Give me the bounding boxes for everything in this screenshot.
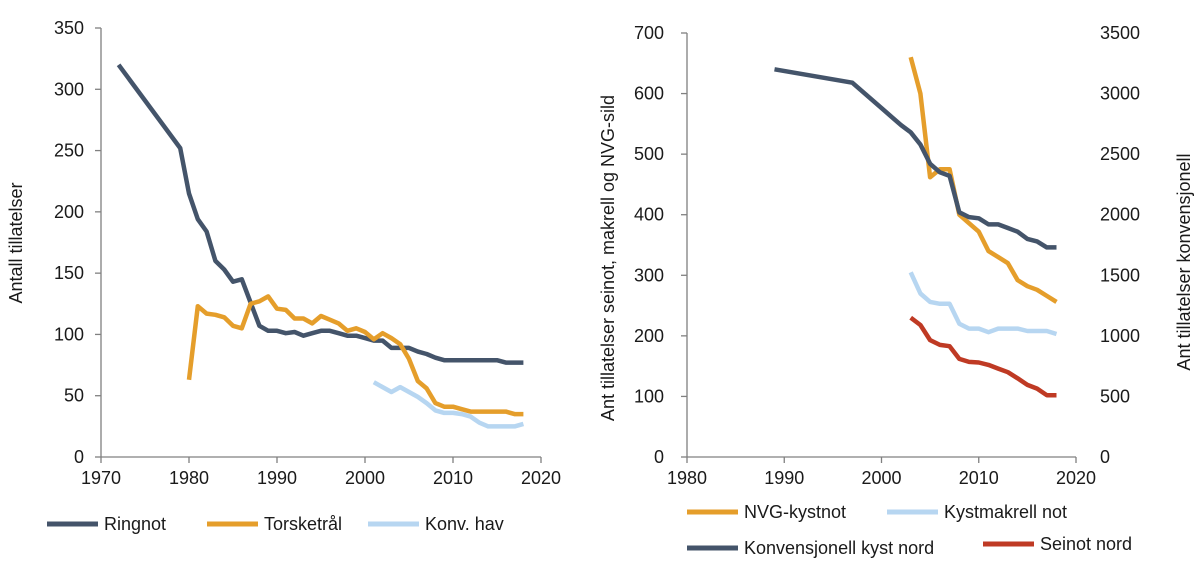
legend: NVG-kystnot Kystmakrell not Konvensjonell … (687, 502, 1132, 558)
x-tick-label: 1970 (81, 468, 121, 488)
x-tick-label: 2010 (433, 468, 473, 488)
series-line-konvensjonell-kyst-nord (774, 67, 1057, 250)
series-line-kystmakrell-not (908, 271, 1058, 337)
x-tick-label: 2000 (345, 468, 385, 488)
y-axis-title: Ant tillatelser seinot, makrell og NVG-s… (598, 95, 618, 421)
y-tick-label: 0 (74, 447, 84, 467)
series-group (774, 56, 1058, 398)
legend-label: NVG-kystnot (744, 502, 846, 522)
y2-tick-label: 500 (1100, 386, 1130, 406)
x-tick-label: 1980 (667, 468, 707, 488)
x-tick-label: 1990 (764, 468, 804, 488)
x-tick-label: 1990 (257, 468, 297, 488)
legend-item-torsketral: Torsketrål (207, 514, 342, 534)
y2-tick-label: 1000 (1100, 326, 1140, 346)
y-tick-label: 350 (54, 18, 84, 38)
axes: 0 50 100 150 200 250 300 350 1970 1980 1990 2000 201… (54, 18, 561, 488)
y-tick-label: 300 (634, 265, 664, 285)
chart-left: Antall tillatelser 0 50 100 150 200 250 300 350… (6, 18, 561, 534)
y-tick-label: 200 (634, 326, 664, 346)
y-tick-label: 100 (634, 386, 664, 406)
chart-right: Ant tillatelser seinot, makrell og NVG-s… (598, 23, 1194, 558)
axes: 0 100 200 300 400 500 600 700 0 500 1000 1500 2000 25… (634, 23, 1140, 488)
y2-tick-label: 3000 (1100, 84, 1140, 104)
series-line-seinot-nord (909, 315, 1057, 398)
y-tick-label: 700 (634, 23, 664, 43)
series-line-ringnot (116, 63, 524, 365)
y-tick-label: 300 (54, 79, 84, 99)
y-tick-label: 200 (54, 202, 84, 222)
legend-item-nvg-kystnot: NVG-kystnot (687, 502, 846, 522)
y-tick-label: 400 (634, 205, 664, 225)
legend-item-konv-hav: Konv. hav (368, 514, 504, 534)
legend-item-seinot-nord: Seinot nord (983, 534, 1132, 554)
y-tick-label: 0 (654, 447, 664, 467)
y2-axis-title: Ant tillatelser konvensjonell (1174, 153, 1194, 370)
x-tick-label: 2020 (521, 468, 561, 488)
x-tick-label: 1980 (169, 468, 209, 488)
legend-label: Konvensjonell kyst nord (744, 538, 934, 558)
series-line-torsketral (186, 294, 524, 417)
y-tick-label: 500 (634, 144, 664, 164)
legend-label: Kystmakrell not (944, 502, 1067, 522)
y-tick-label: 250 (54, 141, 84, 161)
legend-label: Seinot nord (1040, 534, 1132, 554)
y2-tick-label: 3500 (1100, 23, 1140, 43)
y-axis-title: Antall tillatelser (6, 182, 26, 303)
y-tick-label: 150 (54, 263, 84, 283)
y-tick-label: 600 (634, 84, 664, 104)
legend: Ringnot Torsketrål Konv. hav (47, 514, 504, 534)
legend-item-ringnot: Ringnot (47, 514, 166, 534)
legend-label: Torsketrål (264, 514, 342, 534)
y2-tick-label: 1500 (1100, 265, 1140, 285)
legend-item-kystmakrell-not: Kystmakrell not (887, 502, 1067, 522)
x-tick-label: 2020 (1056, 468, 1096, 488)
x-tick-label: 2010 (959, 468, 999, 488)
series-group (116, 63, 525, 429)
legend-label: Konv. hav (425, 514, 504, 534)
y2-tick-label: 2000 (1100, 205, 1140, 225)
series-line-konv-hav (372, 380, 525, 429)
legend-item-konvensjonell-kyst-nord: Konvensjonell kyst nord (687, 538, 934, 558)
y2-tick-label: 0 (1100, 447, 1110, 467)
series-line-nvg-kystnot (908, 56, 1058, 304)
x-tick-label: 2000 (861, 468, 901, 488)
y-tick-label: 100 (54, 324, 84, 344)
y-tick-label: 50 (64, 386, 84, 406)
y2-tick-label: 2500 (1100, 144, 1140, 164)
legend-label: Ringnot (104, 514, 166, 534)
